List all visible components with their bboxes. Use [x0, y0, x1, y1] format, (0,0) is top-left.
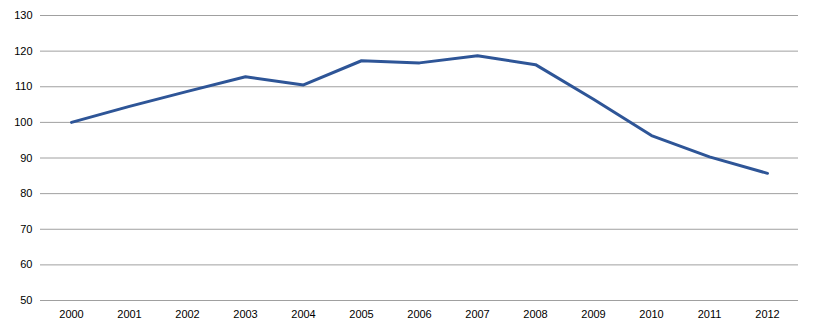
svg-text:120: 120 — [14, 45, 32, 57]
svg-text:70: 70 — [20, 223, 32, 235]
svg-text:2008: 2008 — [523, 308, 547, 320]
svg-text:2005: 2005 — [349, 308, 373, 320]
svg-text:60: 60 — [20, 258, 32, 270]
svg-text:2007: 2007 — [465, 308, 489, 320]
svg-text:100: 100 — [14, 116, 32, 128]
svg-text:50: 50 — [20, 294, 32, 306]
svg-text:2011: 2011 — [698, 308, 722, 320]
svg-text:2002: 2002 — [175, 308, 199, 320]
svg-text:110: 110 — [15, 80, 33, 92]
svg-text:90: 90 — [20, 152, 32, 164]
svg-text:2006: 2006 — [407, 308, 431, 320]
svg-text:130: 130 — [14, 9, 32, 21]
svg-text:2012: 2012 — [755, 308, 779, 320]
svg-text:2003: 2003 — [233, 308, 257, 320]
svg-text:2004: 2004 — [291, 308, 315, 320]
svg-text:80: 80 — [20, 187, 32, 199]
svg-text:2010: 2010 — [639, 308, 663, 320]
svg-text:2009: 2009 — [581, 308, 605, 320]
svg-text:2000: 2000 — [59, 308, 83, 320]
svg-text:2001: 2001 — [117, 308, 141, 320]
